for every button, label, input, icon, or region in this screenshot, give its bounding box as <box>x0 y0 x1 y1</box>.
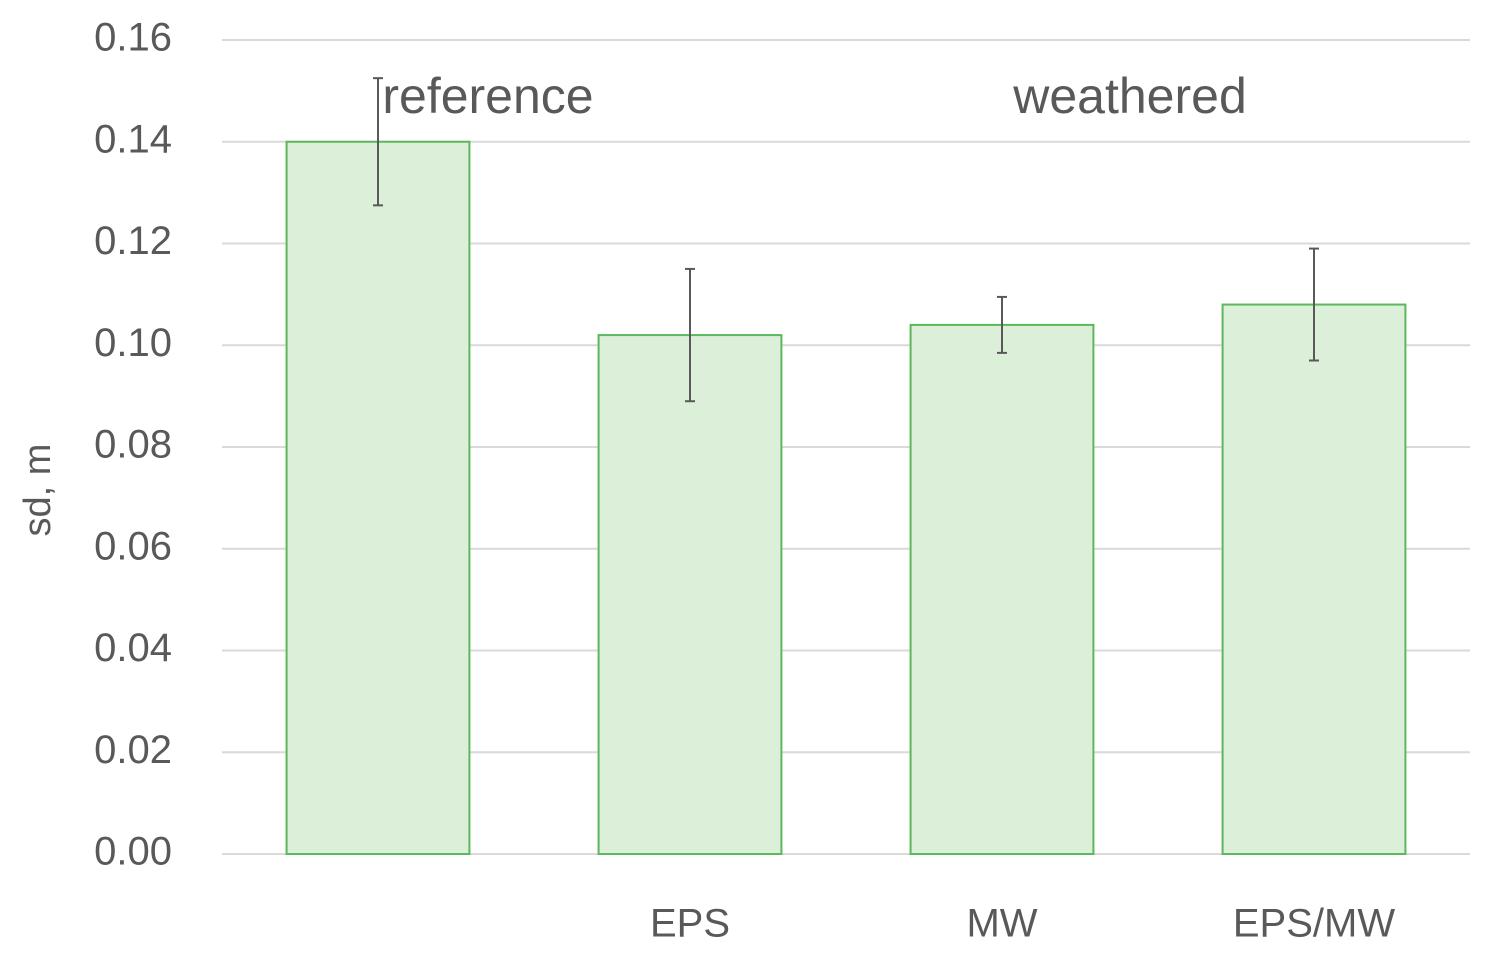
y-tick-label: 0.00 <box>94 830 172 874</box>
y-axis-label: sd, m <box>17 444 59 537</box>
y-tick-label: 0.02 <box>94 728 172 772</box>
y-tick-label: 0.04 <box>94 626 172 670</box>
x-tick-label: EPS/MW <box>1233 902 1395 946</box>
y-tick-label: 0.06 <box>94 524 172 568</box>
annotation: reference <box>382 68 593 124</box>
x-tick-label: MW <box>966 902 1037 946</box>
x-tick-label: EPS <box>650 902 730 946</box>
annotation: weathered <box>1012 68 1247 124</box>
bar <box>597 334 783 855</box>
bar <box>1221 303 1407 855</box>
bar <box>285 140 471 855</box>
y-tick-label: 0.14 <box>94 117 172 161</box>
bar <box>909 323 1095 855</box>
y-tick-label: 0.10 <box>94 321 172 365</box>
y-tick-label: 0.08 <box>94 423 172 467</box>
y-tick-label: 0.12 <box>94 219 172 263</box>
y-tick-label: 0.16 <box>94 16 172 60</box>
